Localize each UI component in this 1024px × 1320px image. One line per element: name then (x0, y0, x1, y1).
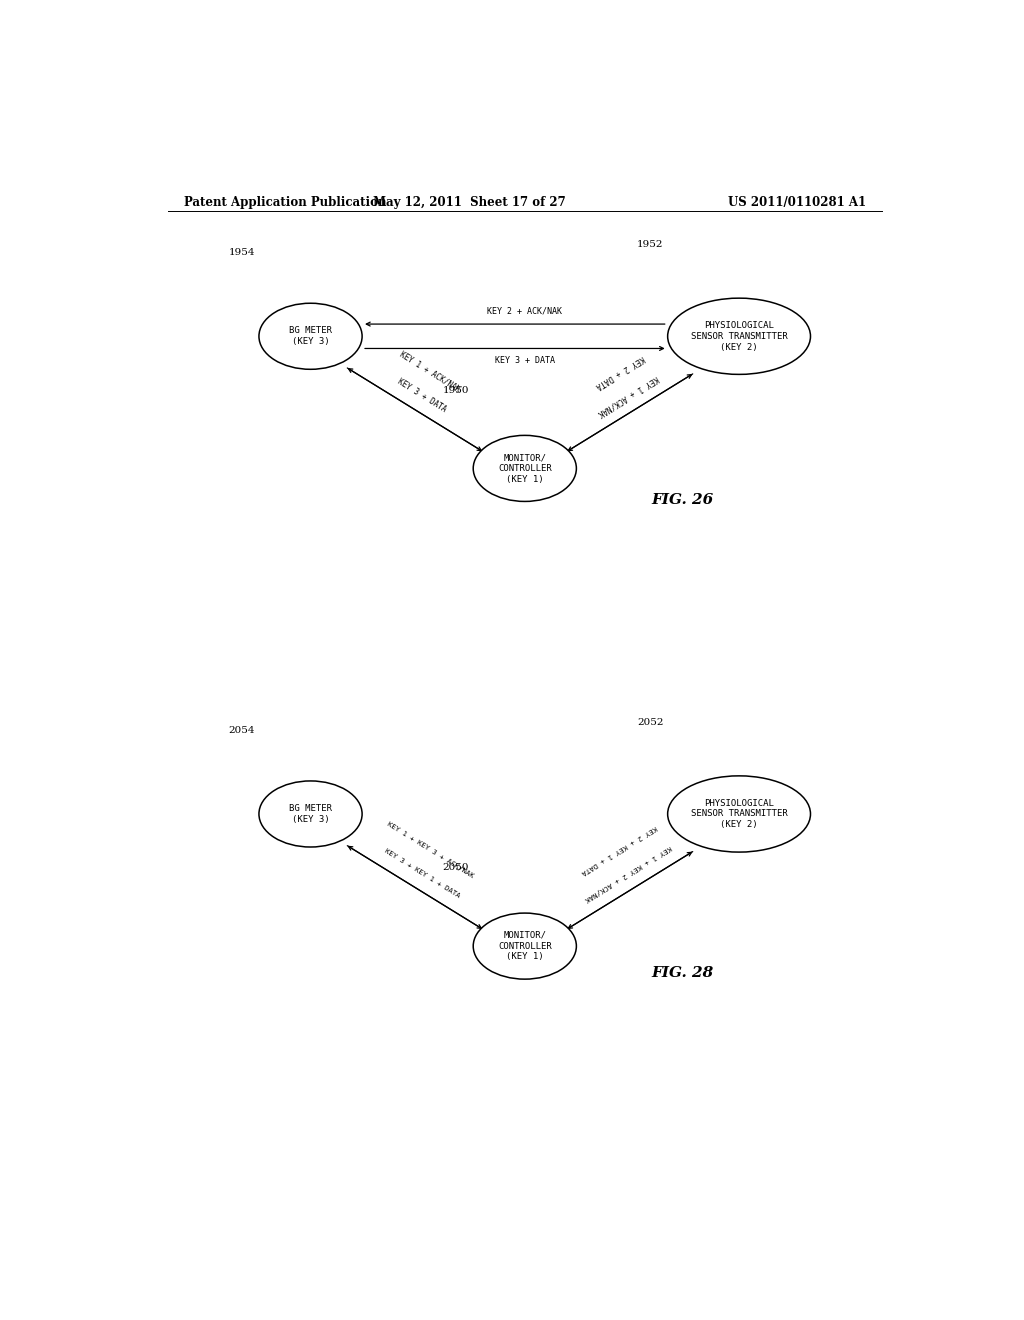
Text: 2052: 2052 (637, 718, 664, 727)
Text: KEY 1 + KEY 3 + ACK/NAK: KEY 1 + KEY 3 + ACK/NAK (386, 821, 474, 879)
Ellipse shape (668, 298, 811, 375)
Text: May 12, 2011  Sheet 17 of 27: May 12, 2011 Sheet 17 of 27 (373, 195, 565, 209)
Ellipse shape (473, 913, 577, 979)
Text: FIG. 28: FIG. 28 (652, 966, 714, 979)
Text: BG METER
(KEY 3): BG METER (KEY 3) (289, 804, 332, 824)
Text: BG METER
(KEY 3): BG METER (KEY 3) (289, 326, 332, 346)
Text: FIG. 26: FIG. 26 (652, 492, 714, 507)
Text: KEY 3 + DATA: KEY 3 + DATA (396, 378, 447, 414)
Text: US 2011/0110281 A1: US 2011/0110281 A1 (728, 195, 866, 209)
Text: MONITOR/
CONTROLLER
(KEY 1): MONITOR/ CONTROLLER (KEY 1) (498, 453, 552, 483)
Ellipse shape (668, 776, 811, 853)
Text: KEY 2 + KEY 1 + DATA: KEY 2 + KEY 1 + DATA (581, 824, 658, 875)
Text: KEY 1 + ACK/NAK: KEY 1 + ACK/NAK (398, 350, 462, 395)
Ellipse shape (259, 304, 362, 370)
Text: 1950: 1950 (442, 385, 469, 395)
Text: 1954: 1954 (228, 248, 255, 257)
Text: KEY 2 + ACK/NAK: KEY 2 + ACK/NAK (487, 308, 562, 315)
Text: KEY 2 + DATA: KEY 2 + DATA (594, 354, 645, 391)
Ellipse shape (259, 781, 362, 847)
Ellipse shape (473, 436, 577, 502)
Text: 2054: 2054 (228, 726, 255, 735)
Text: Patent Application Publication: Patent Application Publication (183, 195, 386, 209)
Text: KEY 1 + ACK/NAK: KEY 1 + ACK/NAK (596, 374, 659, 417)
Text: PHYSIOLOGICAL
SENSOR TRANSMITTER
(KEY 2): PHYSIOLOGICAL SENSOR TRANSMITTER (KEY 2) (691, 321, 787, 351)
Text: KEY 3 + KEY 1 + DATA: KEY 3 + KEY 1 + DATA (383, 847, 461, 899)
Text: KEY 1 + KEY 2 + ACK/NAK: KEY 1 + KEY 2 + ACK/NAK (584, 845, 672, 903)
Text: PHYSIOLOGICAL
SENSOR TRANSMITTER
(KEY 2): PHYSIOLOGICAL SENSOR TRANSMITTER (KEY 2) (691, 799, 787, 829)
Text: 2050: 2050 (442, 863, 469, 873)
Text: KEY 3 + DATA: KEY 3 + DATA (495, 355, 555, 364)
Text: 1952: 1952 (637, 240, 664, 249)
Text: MONITOR/
CONTROLLER
(KEY 1): MONITOR/ CONTROLLER (KEY 1) (498, 931, 552, 961)
